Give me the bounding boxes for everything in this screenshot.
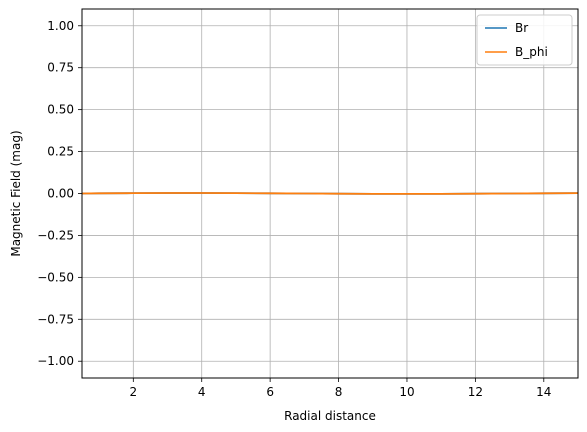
x-tick-label: 8 xyxy=(335,385,343,399)
x-tick-label: 2 xyxy=(129,385,137,399)
series-layer xyxy=(81,192,579,195)
legend-label-b-phi: B_phi xyxy=(515,45,548,59)
series-line-b-phi xyxy=(81,192,579,195)
x-tick-label: 14 xyxy=(536,385,551,399)
x-tick-label: 4 xyxy=(198,385,206,399)
y-tick-label: −1.00 xyxy=(37,354,74,368)
x-tick-label: 10 xyxy=(399,385,414,399)
grid xyxy=(82,9,578,378)
y-tick-label: −0.50 xyxy=(37,270,74,284)
y-axis-label: Magnetic Field (mag) xyxy=(9,130,23,256)
x-axis-label: Radial distance xyxy=(284,409,376,423)
y-tick-label: 0.75 xyxy=(47,61,74,75)
legend-label-br: Br xyxy=(515,21,528,35)
y-tick-label: 0.25 xyxy=(47,145,74,159)
legend: Br B_phi xyxy=(476,14,573,66)
y-tick-label: 0.00 xyxy=(47,187,74,201)
x-tick-label: 6 xyxy=(266,385,274,399)
y-tick-label: 1.00 xyxy=(47,19,74,33)
y-tick-label: −0.25 xyxy=(37,228,74,242)
y-axis-ticks: 1.00 0.75 0.50 0.25 0.00 −0.25 −0.50 −0.75 −1.00 xyxy=(37,19,82,368)
y-tick-label: −0.75 xyxy=(37,312,74,326)
x-axis-ticks: 2 4 6 8 10 12 14 xyxy=(129,378,551,399)
y-tick-label: 0.50 xyxy=(47,103,74,117)
x-tick-label: 12 xyxy=(468,385,483,399)
